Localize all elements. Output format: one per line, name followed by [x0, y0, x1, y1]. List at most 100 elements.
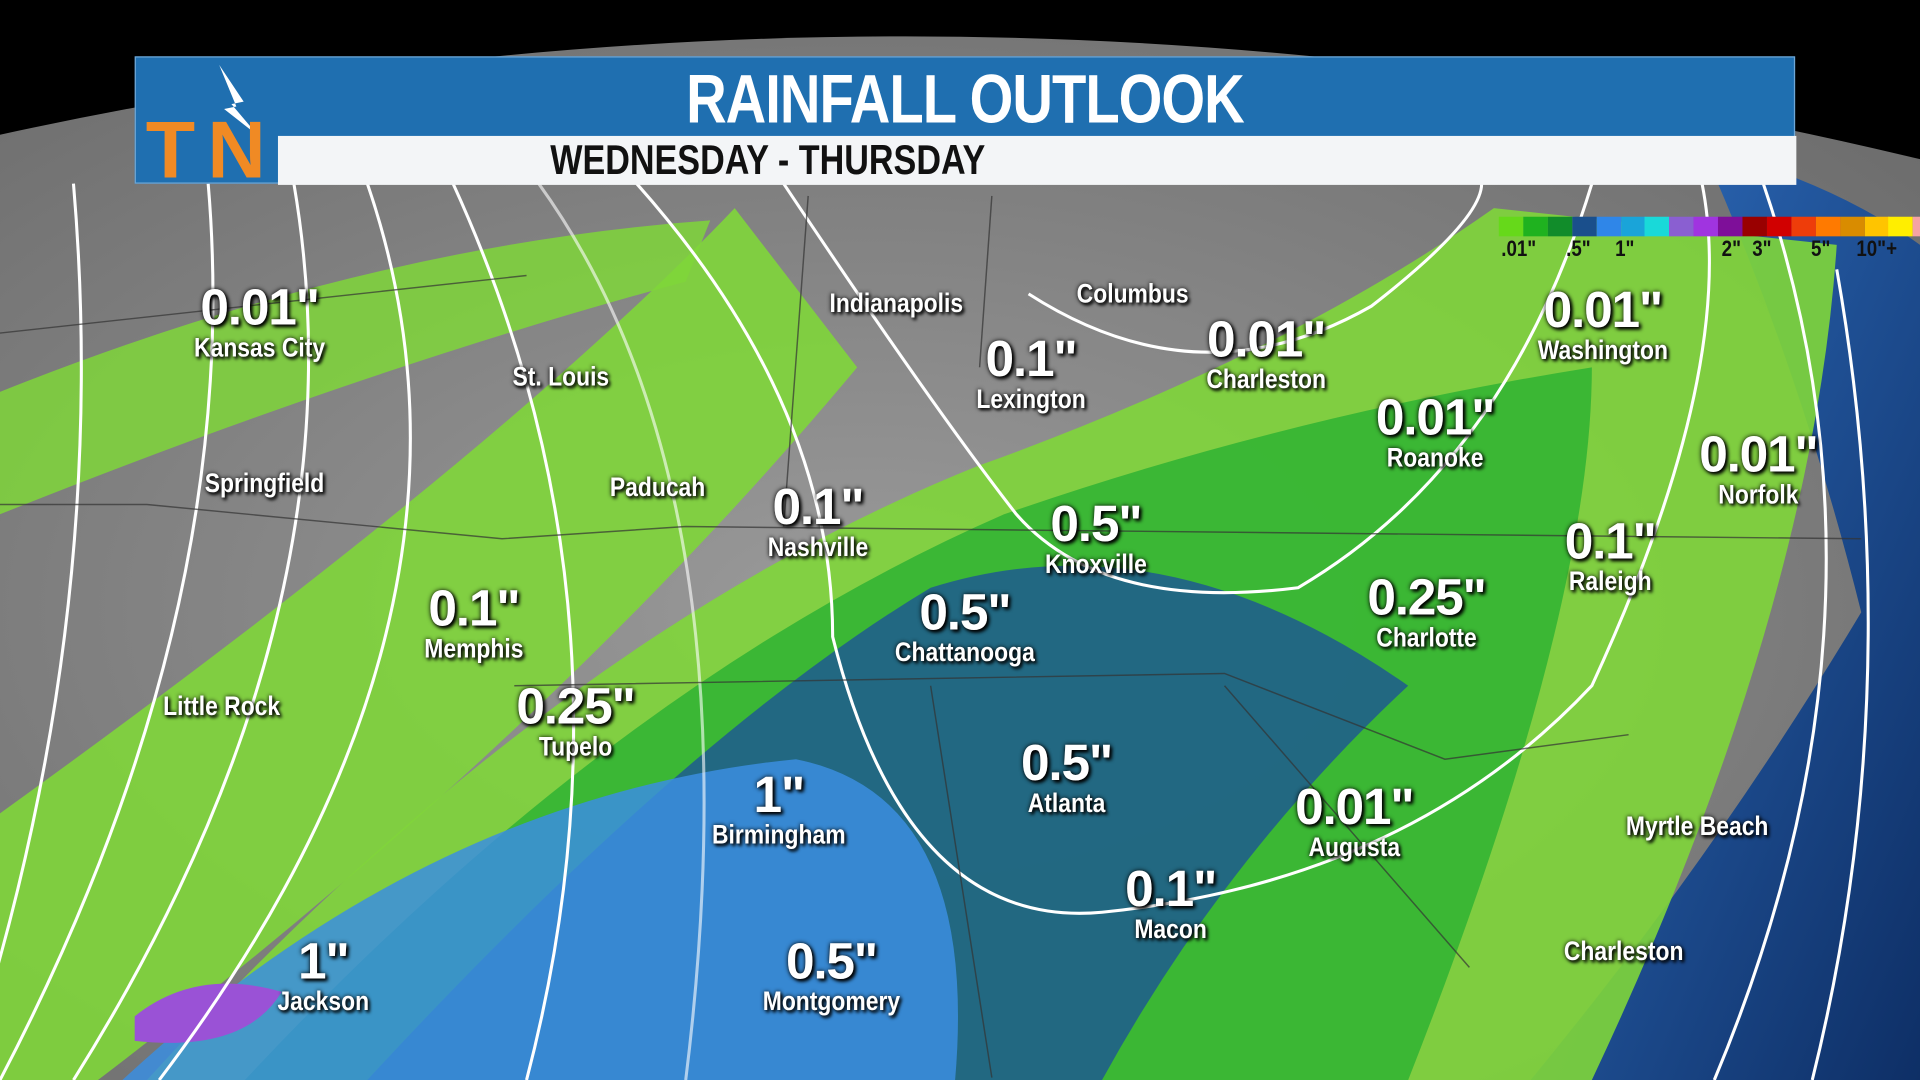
- title-banner: RAINFALL OUTLOOK TN WEDNESDAY - THURSDAY…: [134, 56, 1920, 261]
- rainfall-amount: 0.5": [1021, 733, 1113, 792]
- rainfall-amount: 1": [297, 931, 350, 990]
- city-name: Charleston: [1206, 363, 1326, 395]
- legend-swatch: [1791, 216, 1816, 237]
- legend-swatch: [1888, 216, 1914, 237]
- rainfall-amount: 0.5": [785, 931, 878, 990]
- subtitle-band: WEDNESDAY - THURSDAY .01" .5" 1" 2" 3" 5" 10"+: [277, 135, 1920, 261]
- city-name: Columbus: [1076, 277, 1189, 309]
- legend-swatch: [1669, 216, 1694, 237]
- city-name: Birmingham: [711, 819, 846, 850]
- legend-swatch: [1815, 216, 1841, 237]
- city-name: Tupelo: [538, 731, 613, 762]
- map-subtitle: WEDNESDAY - THURSDAY: [550, 137, 986, 184]
- city-name: Myrtle Beach: [1625, 810, 1769, 842]
- rainfall-amount: 0.5": [919, 582, 1011, 641]
- legend-swatch: [1620, 216, 1646, 237]
- legend-swatch: [1523, 216, 1548, 237]
- city-name: Raleigh: [1568, 565, 1652, 597]
- rainfall-legend: .01" .5" 1" 2" 3" 5" 10"+: [1498, 214, 1920, 263]
- city-label: Paducah: [601, 471, 713, 503]
- rainfall-amount: 0.25": [1367, 568, 1487, 626]
- rainfall-amount: 0.1": [428, 579, 520, 637]
- legend-swatch: [1766, 216, 1792, 237]
- legend-label: 3": [1752, 236, 1772, 261]
- rainfall-amount: 0.1": [772, 477, 864, 536]
- rainfall-amount: 0.01": [1699, 424, 1819, 483]
- city-label: 0.25" Tupelo: [516, 677, 636, 762]
- city-label: 0.5" Knoxville: [1036, 498, 1156, 579]
- city-name: Charlotte: [1376, 622, 1477, 653]
- rainfall-amount: 0.01": [1375, 388, 1496, 446]
- rainfall-amount: 0.01": [1295, 777, 1415, 836]
- rainfall-amount: 1": [753, 765, 805, 823]
- tn-logo: TN: [143, 60, 270, 196]
- legend-swatch: [1571, 216, 1597, 237]
- legend-swatch: [1839, 216, 1865, 237]
- city-name: Little Rock: [163, 690, 281, 722]
- city-label: 0.1" Macon: [1125, 859, 1217, 945]
- legend-label: 10"+: [1856, 236, 1898, 261]
- city-name: Lexington: [976, 383, 1086, 414]
- legend-label: 2": [1721, 236, 1741, 261]
- city-label: Columbus: [1067, 279, 1199, 308]
- legend-swatch: [1498, 216, 1524, 237]
- city-name: Roanoke: [1386, 442, 1484, 473]
- state-borders: [0, 195, 1862, 1078]
- legend-swatch: [1693, 216, 1719, 237]
- legend-swatch: [1718, 216, 1743, 237]
- city-label: 0.01" Augusta: [1295, 777, 1415, 863]
- legend-swatch: [1644, 216, 1670, 237]
- legend-label: 5": [1811, 236, 1831, 261]
- city-label: 0.1" Memphis: [415, 579, 532, 664]
- rainfall-amount: 0.01": [200, 277, 320, 336]
- city-name: Paducah: [609, 471, 706, 503]
- city-name: Indianapolis: [829, 287, 964, 319]
- city-label: 0.01" Roanoke: [1375, 388, 1496, 473]
- legend-label: 1": [1615, 236, 1635, 261]
- city-name: Nashville: [767, 531, 869, 563]
- rainfall-amount: 0.01": [1543, 280, 1664, 338]
- city-name: Washington: [1537, 334, 1668, 365]
- city-label: 0.01" Norfolk: [1699, 424, 1819, 510]
- map-title: RAINFALL OUTLOOK: [686, 60, 1245, 138]
- legend-swatch: [1864, 216, 1889, 237]
- rainfall-amount: 0.1": [1564, 511, 1657, 570]
- rainfall-amount: 0.01": [1206, 309, 1327, 368]
- city-name: St. Louis: [512, 361, 610, 392]
- city-label: 0.01" Washington: [1526, 280, 1679, 365]
- city-name: Augusta: [1308, 831, 1401, 863]
- city-label: St. Louis: [504, 362, 618, 391]
- rainfall-amount: 0.5": [1050, 494, 1142, 553]
- city-label: Charleston: [1553, 935, 1694, 967]
- city-name: Charleston: [1563, 935, 1684, 967]
- city-label: 1" Birmingham: [700, 765, 857, 850]
- city-label: Myrtle Beach: [1613, 810, 1781, 842]
- legend-swatch: [1913, 216, 1920, 237]
- city-name: Norfolk: [1718, 478, 1799, 510]
- city-name: Atlanta: [1027, 787, 1106, 818]
- city-name: Chattanooga: [894, 636, 1035, 668]
- legend-label: .01": [1501, 236, 1537, 261]
- contour-lines: [0, 182, 1870, 1080]
- city-label: 0.1" Raleigh: [1562, 511, 1659, 597]
- city-label: 0.5" Atlanta: [1021, 733, 1113, 818]
- legend-label: .5": [1566, 236, 1591, 261]
- city-name: Springfield: [204, 467, 325, 499]
- rainfall-amount: 0.1": [1125, 859, 1217, 918]
- svg-text:TN: TN: [146, 106, 266, 183]
- city-label: 0.5" Montgomery: [751, 931, 913, 1017]
- city-label: 0.01" Kansas City: [182, 277, 336, 363]
- city-name: Memphis: [424, 633, 524, 664]
- city-name: Kansas City: [194, 331, 326, 363]
- city-label: 0.1" Lexington: [967, 329, 1096, 414]
- legend-swatch: [1547, 216, 1573, 237]
- city-label: 0.25" Charlotte: [1367, 568, 1487, 653]
- rainfall-amount: 0.1": [985, 329, 1078, 387]
- city-name: Jackson: [277, 985, 370, 1017]
- rainfall-amount: 0.25": [516, 677, 636, 735]
- city-label: 1" Jackson: [269, 931, 377, 1017]
- city-name: Macon: [1134, 913, 1207, 945]
- city-label: 0.1" Nashville: [759, 481, 877, 562]
- city-label: Indianapolis: [818, 287, 975, 319]
